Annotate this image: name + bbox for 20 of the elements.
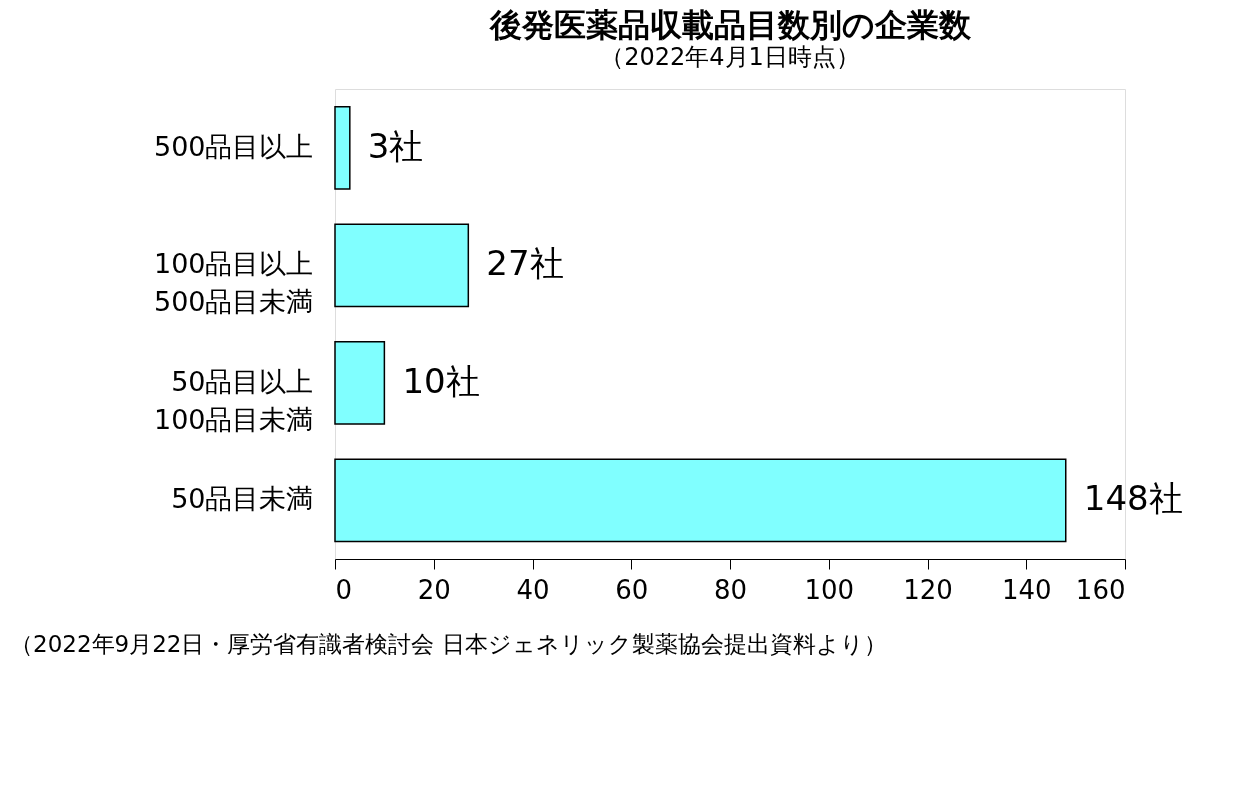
x-tick-label: 120 (903, 574, 953, 605)
chart-title: 後発医薬品収載品目数別の企業数 (488, 6, 972, 44)
x-tick-label: 20 (417, 574, 451, 605)
x-tick-label: 0 (335, 574, 353, 605)
data-label: 3社 (367, 125, 424, 166)
x-tick-label: 160 (1075, 574, 1126, 605)
x-tick-label: 100 (804, 574, 855, 605)
x-tick-label: 60 (615, 574, 649, 605)
y-tick-label: 50品目以上 100品目未満 (153, 365, 314, 435)
y-tick-label: 50品目未満 (171, 483, 314, 515)
y-tick-label: 500品目以上 (153, 130, 314, 162)
chart-subtitle: （2022年4月1日時点） (600, 43, 860, 71)
data-label: 27社 (486, 243, 564, 284)
text: （2022年9月22日・厚労省有識者検討会 日本ジェネリック製薬協会提出資料より） (10, 631, 887, 657)
x-tick-label: 140 (1001, 574, 1052, 605)
x-tick-label: 40 (516, 574, 550, 605)
x-tick-label: 80 (713, 574, 748, 605)
data-label: 148社 (1083, 478, 1183, 519)
data-label: 10社 (402, 360, 480, 401)
y-tick-label: 100品目以上 500品目未満 (153, 248, 314, 318)
